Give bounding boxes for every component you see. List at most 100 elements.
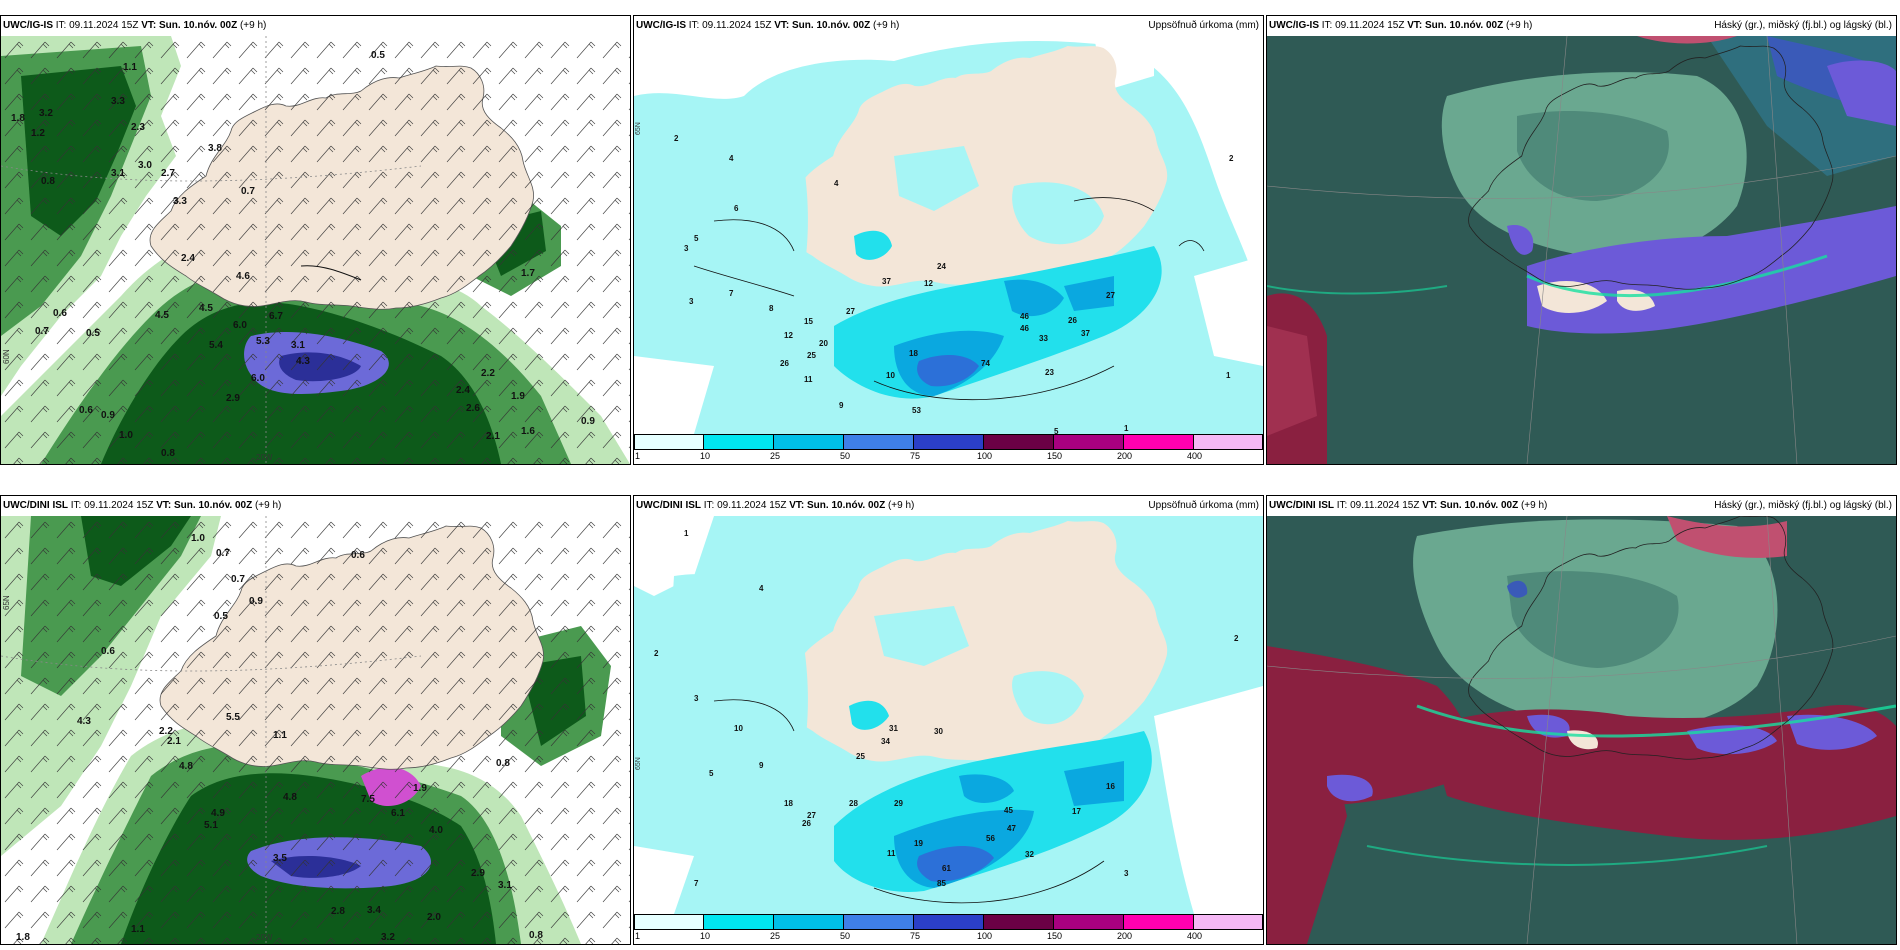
panel-header: UWC/DINI ISL IT: 09.11.2024 15Z VT: Sun.… bbox=[636, 498, 1259, 514]
map-value-label: 0.6 bbox=[79, 405, 93, 416]
map-value-label: 46 bbox=[1020, 324, 1029, 333]
map-value-label: 1.9 bbox=[413, 783, 427, 794]
map-value-label: 2 bbox=[654, 649, 659, 658]
map-value-label: 4.9 bbox=[211, 808, 225, 819]
map-value-label: 17 bbox=[1072, 807, 1081, 816]
map-value-label: 1.2 bbox=[31, 128, 45, 139]
map-value-label: 2.4 bbox=[456, 385, 470, 396]
map-value-label: 6.0 bbox=[233, 320, 247, 331]
map-value-label: 7 bbox=[729, 289, 734, 298]
map-value-label: 5.3 bbox=[256, 336, 270, 347]
map-value-label: 4.6 bbox=[236, 271, 250, 282]
map-value-label: 34 bbox=[881, 737, 890, 746]
map-value-label: 7.5 bbox=[361, 794, 375, 805]
panel-header: UWC/DINI ISL IT: 09.11.2024 15Z VT: Sun.… bbox=[3, 500, 282, 511]
map-value-label: 0.6 bbox=[53, 308, 67, 319]
map-value-label: 65N bbox=[635, 757, 642, 770]
map-value-label: 0.6 bbox=[101, 646, 115, 657]
map-value-label: 0.9 bbox=[249, 596, 263, 607]
map-value-label: 0.6 bbox=[351, 550, 365, 561]
map-value-label: 1.8 bbox=[11, 113, 25, 124]
colorbar-segment bbox=[1054, 434, 1124, 450]
map-value-label: 2 bbox=[1229, 154, 1234, 163]
wind-precip-svg: 1.0 0.7 0.6 0.5 0.9 0.7 0.6 2.1 4.3 5.5 … bbox=[1, 516, 630, 944]
map-value-label: 10 bbox=[886, 371, 895, 380]
colorbar-tick: 75 bbox=[910, 451, 921, 461]
map-value-label: 26 bbox=[1068, 316, 1077, 325]
map-value-label: 5 bbox=[709, 769, 714, 778]
colorbar-tick: 1 bbox=[635, 931, 641, 941]
map-value-label: 2 bbox=[674, 134, 679, 143]
map-value-label: 6.7 bbox=[269, 311, 283, 322]
map-panel-ig-wind: UWC/IG-IS IT: 09.11.2024 15Z VT: Sun. 10… bbox=[0, 15, 631, 465]
colorbar-segment bbox=[774, 914, 844, 930]
map-value-label: 27 bbox=[1106, 291, 1115, 300]
wind-precip-map: 1.8 3.2 1.2 3.3 2.3 3.8 2.7 3.1 3.0 0.8 … bbox=[1, 36, 630, 464]
map-value-label: 4 bbox=[729, 154, 734, 163]
map-value-label: 5.4 bbox=[209, 340, 223, 351]
map-value-label: 1.0 bbox=[119, 430, 133, 441]
colorbar-tick: 100 bbox=[977, 931, 993, 941]
panel-title-right: Háský (gr.), miðský (fj.bl.) og lágský (… bbox=[1714, 20, 1892, 31]
colorbar-segment bbox=[774, 434, 844, 450]
map-value-label: 3.2 bbox=[39, 108, 53, 119]
colorbar-segment bbox=[984, 434, 1054, 450]
map-value-label: 5.5 bbox=[226, 712, 240, 723]
map-value-label: 1 bbox=[684, 529, 689, 538]
panel-header: UWC/IG-IS IT: 09.11.2024 15Z VT: Sun. 10… bbox=[1269, 18, 1892, 34]
colorbar-tick: 25 bbox=[770, 931, 781, 941]
map-value-label: 1.7 bbox=[521, 268, 535, 279]
cloud-map bbox=[1267, 36, 1896, 464]
colorbar-tick: 50 bbox=[840, 451, 851, 461]
map-value-label: 15 bbox=[804, 317, 813, 326]
colorbar-tick: 200 bbox=[1117, 931, 1133, 941]
map-value-label: 0.8 bbox=[41, 176, 55, 187]
panel-header: UWC/IG-IS IT: 09.11.2024 15Z VT: Sun. 10… bbox=[636, 18, 1259, 34]
colorbar-segment bbox=[984, 914, 1054, 930]
precip-svg: 2 3 4 5 6 7 8 12 15 20 25 26 27 37 24 12… bbox=[634, 36, 1263, 434]
map-value-label: 2.2 bbox=[481, 368, 495, 379]
map-value-label: 26 bbox=[802, 819, 811, 828]
map-value-label: 0.9 bbox=[101, 410, 115, 421]
colorbar-tick: 10 bbox=[700, 451, 711, 461]
colorbar-tick: 150 bbox=[1047, 451, 1063, 461]
map-value-label: 11 bbox=[887, 849, 896, 858]
map-value-label: 27 bbox=[807, 811, 816, 820]
colorbar-tick: 75 bbox=[910, 931, 921, 941]
map-value-label: 37 bbox=[1081, 329, 1090, 338]
map-value-label: 53 bbox=[912, 406, 921, 415]
colorbar-tick: 400 bbox=[1187, 451, 1203, 461]
map-value-label: 4.0 bbox=[429, 825, 443, 836]
map-value-label: 0.5 bbox=[371, 50, 385, 61]
panel-title-right: Háský (gr.), miðský (fj.bl.) og lágský (… bbox=[1714, 500, 1892, 511]
colorbar-segment bbox=[704, 434, 774, 450]
map-value-label: 2 bbox=[1234, 634, 1239, 643]
colorbar-tick: 150 bbox=[1047, 931, 1063, 941]
map-value-label: 4.5 bbox=[199, 303, 213, 314]
map-value-label: 0.8 bbox=[161, 448, 175, 459]
colorbar-segment bbox=[634, 914, 704, 930]
map-value-label: 3 bbox=[684, 244, 689, 253]
map-value-label: 2.0 bbox=[427, 912, 441, 923]
map-value-label: 1.1 bbox=[131, 924, 145, 935]
colorbar-segment bbox=[914, 434, 984, 450]
map-value-label: 2.1 bbox=[486, 431, 500, 442]
colorbar-segment bbox=[914, 914, 984, 930]
map-value-label: 1 bbox=[1124, 424, 1129, 433]
precip-svg: 1 2 3 4 5 10 9 18 26 27 28 25 34 31 30 2… bbox=[634, 516, 1263, 914]
precip-colorbar: 1 10 25 50 75 100 150 200 400 bbox=[634, 914, 1263, 944]
panel-header: UWC/IG-IS IT: 09.11.2024 15Z VT: Sun. 10… bbox=[3, 20, 267, 31]
map-panel-dini-clouds: UWC/DINI ISL IT: 09.11.2024 15Z VT: Sun.… bbox=[1266, 495, 1897, 945]
map-value-label: 0.7 bbox=[216, 548, 230, 559]
map-value-label: 12 bbox=[784, 331, 793, 340]
map-value-label: 4 bbox=[834, 179, 839, 188]
map-value-label: 3.1 bbox=[291, 340, 305, 351]
wind-precip-svg: 1.8 3.2 1.2 3.3 2.3 3.8 2.7 3.1 3.0 0.8 … bbox=[1, 36, 630, 464]
map-value-label: 3.8 bbox=[208, 143, 222, 154]
cloud-map bbox=[1267, 516, 1896, 944]
map-panel-dini-precip: UWC/DINI ISL IT: 09.11.2024 15Z VT: Sun.… bbox=[633, 495, 1264, 945]
map-value-label: 3.5 bbox=[273, 853, 287, 864]
map-value-label: 0.7 bbox=[35, 326, 49, 337]
map-panel-ig-precip: UWC/IG-IS IT: 09.11.2024 15Z VT: Sun. 10… bbox=[633, 15, 1264, 465]
map-value-label: 3.4 bbox=[367, 905, 381, 916]
